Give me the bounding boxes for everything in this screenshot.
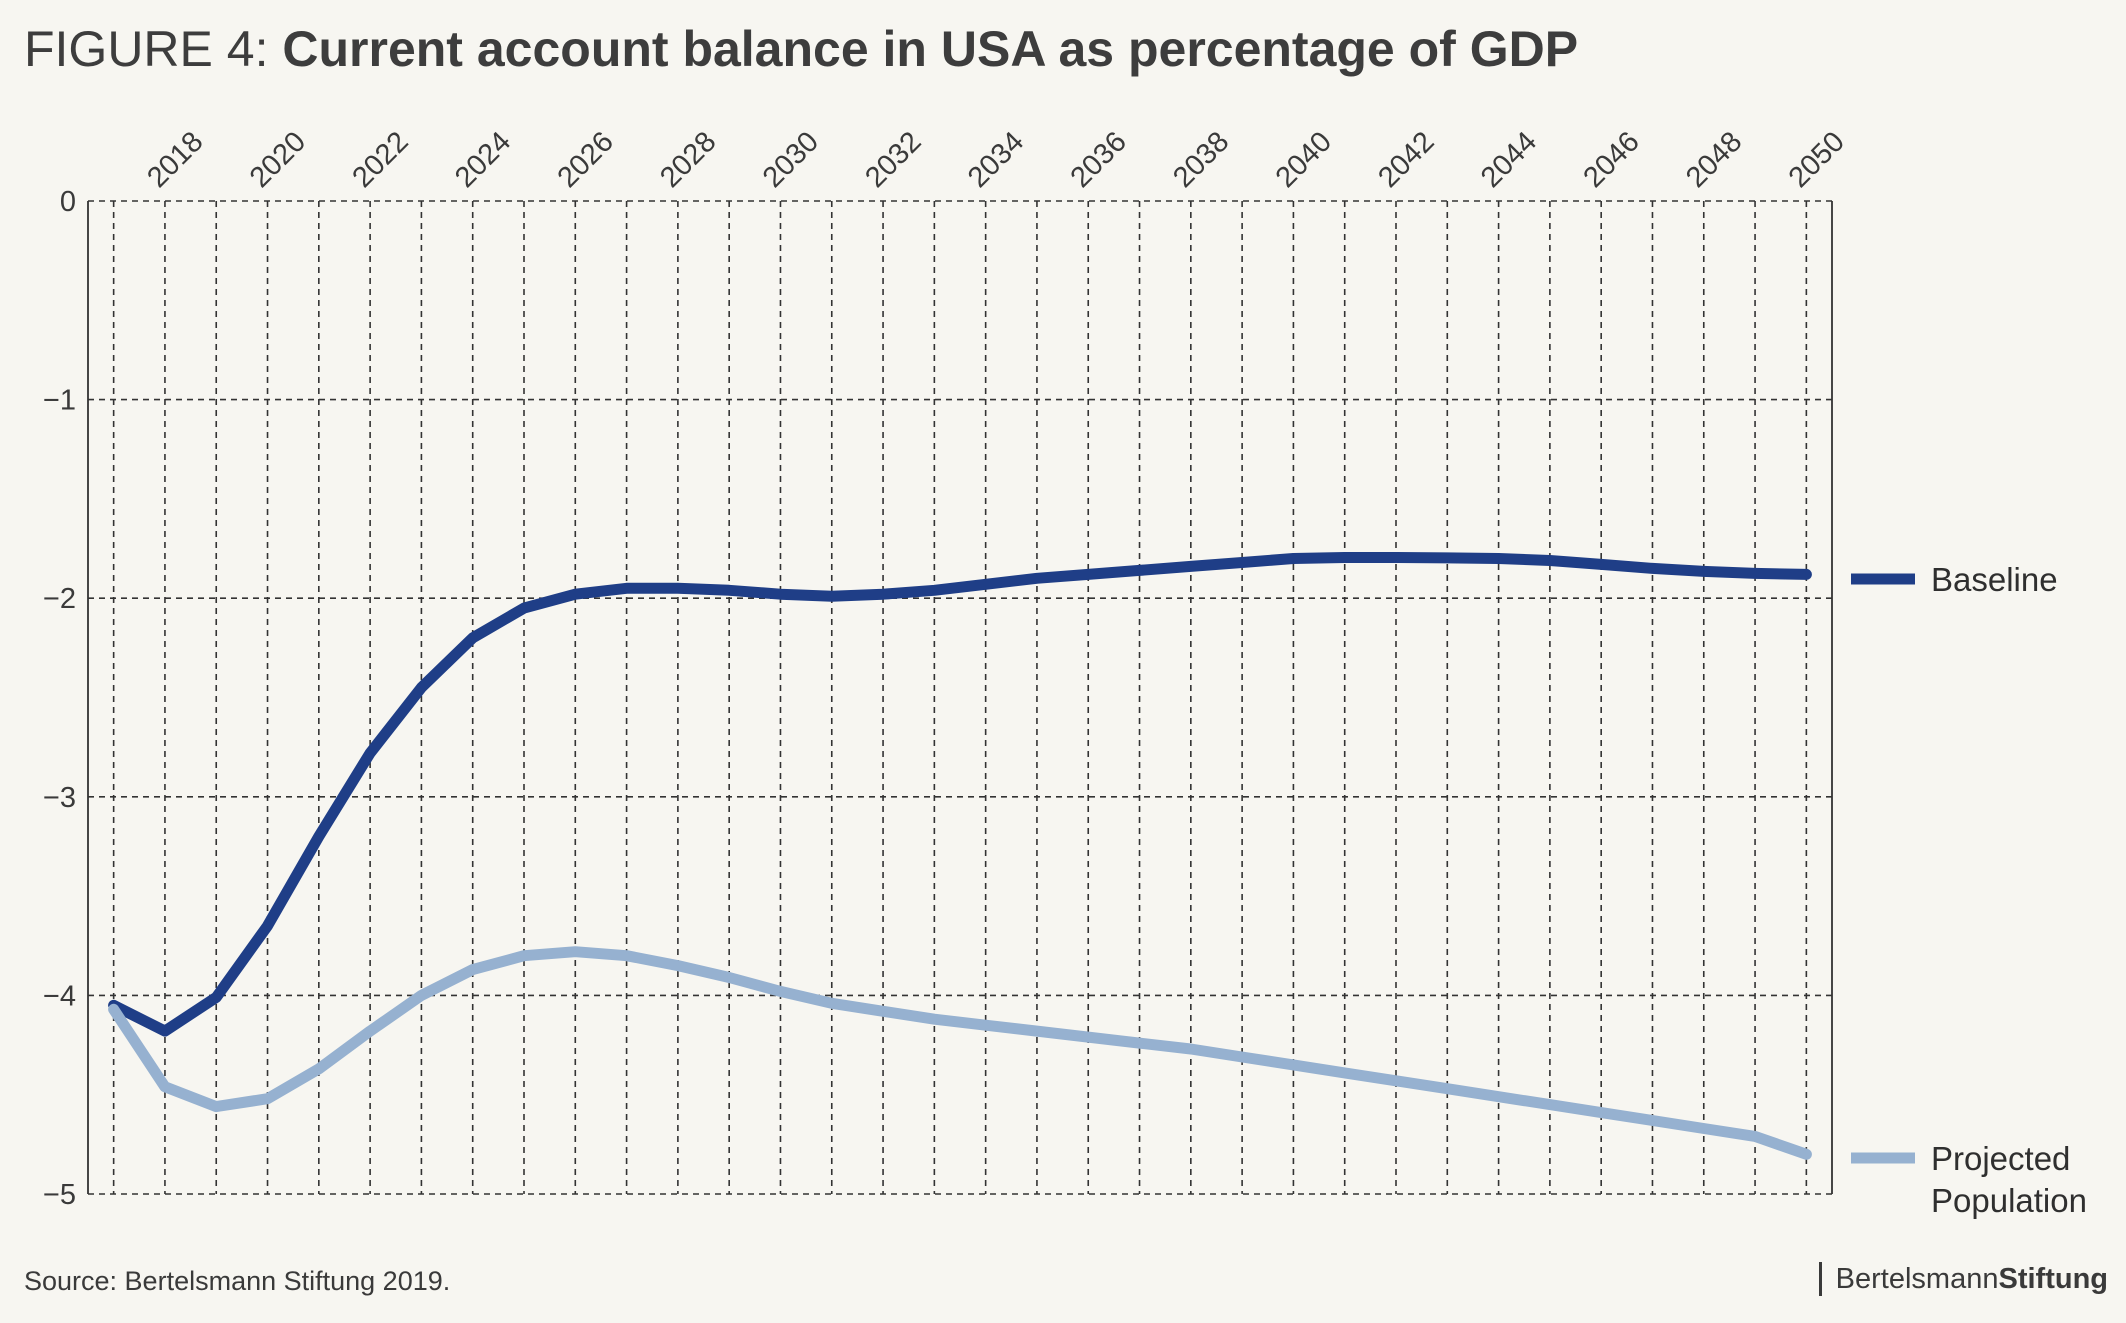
legend-label-projected-line2: Population: [1931, 1182, 2087, 1219]
x-tick-label: 2030: [757, 126, 825, 194]
x-tick-label: 2044: [1475, 126, 1543, 194]
x-tick-label: 2020: [244, 126, 312, 194]
x-tick-label: 2028: [654, 126, 722, 194]
y-tick-label: 0: [60, 186, 76, 218]
x-tick-label: 2024: [449, 126, 517, 194]
axis-labels: 0 −1 −2 −3 −4 −5 2018 2020 2022 2024 2026 2028 2030 2…: [43, 126, 1851, 1211]
x-tick-label: 2022: [346, 126, 414, 194]
logo-text-regular: Bertelsmann: [1835, 1263, 1999, 1295]
legend-label-baseline: Baseline: [1931, 561, 2058, 598]
x-tick-label: 2032: [859, 126, 927, 194]
y-tick-label: −5: [43, 1179, 76, 1211]
x-tick-label: 2046: [1577, 126, 1645, 194]
series-line-projected-population: [108, 946, 1812, 1160]
series-lines: [108, 552, 1812, 1160]
x-tick-label: 2050: [1783, 126, 1851, 194]
x-tick-label: 2038: [1167, 126, 1235, 194]
line-chart: 0 −1 −2 −3 −4 −5 2018 2020 2022 2024 2026 2028 2030 2…: [43, 126, 2087, 1219]
logo-text-bold: Stiftung: [1998, 1263, 2108, 1295]
x-tick-label: 2034: [962, 126, 1030, 194]
y-tick-label: −2: [43, 583, 76, 615]
x-tick-label: 2018: [141, 126, 209, 194]
chart-title: FIGURE 4: Current account balance in USA…: [24, 20, 1578, 78]
y-tick-label: −4: [43, 980, 76, 1012]
y-tick-label: −3: [43, 782, 76, 814]
bertelsmann-logo: BertelsmannStiftung: [1818, 1262, 2108, 1296]
grid-lines: [87, 200, 1833, 1195]
legend-label-projected-line1: Projected: [1931, 1140, 2070, 1177]
legend: Baseline Projected Population: [1851, 561, 2087, 1219]
x-tick-label: 2048: [1680, 126, 1748, 194]
figure-title: Current account balance in USA as percen…: [282, 21, 1579, 77]
y-tick-label: −1: [43, 385, 76, 417]
x-tick-label: 2026: [552, 126, 620, 194]
x-tick-label: 2042: [1372, 126, 1440, 194]
series-line-baseline: [108, 552, 1812, 1037]
source-note: Source: Bertelsmann Stiftung 2019.: [24, 1266, 451, 1296]
x-tick-label: 2040: [1270, 126, 1338, 194]
figure-label: FIGURE 4:: [24, 21, 269, 77]
x-tick-label: 2036: [1065, 126, 1133, 194]
